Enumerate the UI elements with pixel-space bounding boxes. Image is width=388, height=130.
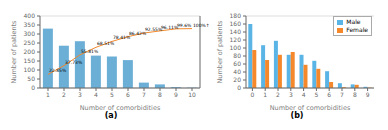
- svg-text:400: 400: [24, 12, 36, 19]
- svg-text:4: 4: [302, 91, 306, 98]
- svg-text:6: 6: [126, 91, 130, 98]
- svg-text:150: 150: [24, 57, 36, 64]
- svg-text:78.41%: 78.41%: [113, 35, 131, 40]
- html-text:Female: Female: [346, 26, 368, 33]
- svg-text:Number of patients: Number of patients: [216, 20, 224, 84]
- svg-text:1: 1: [263, 91, 267, 98]
- svg-text:350: 350: [24, 21, 36, 28]
- svg-text:160: 160: [230, 20, 242, 27]
- svg-text:100: 100: [230, 44, 242, 51]
- svg-text:5: 5: [314, 91, 318, 98]
- svg-text:8: 8: [158, 91, 162, 98]
- svg-text:250: 250: [24, 39, 36, 46]
- svg-text:3: 3: [78, 91, 82, 98]
- svg-text:9: 9: [366, 91, 370, 98]
- html-text:92.55%96.11%: 92.55%96.11%: [145, 24, 179, 32]
- svg-text:7: 7: [340, 91, 344, 98]
- svg-text:2: 2: [276, 91, 280, 98]
- svg-text:300: 300: [24, 30, 36, 37]
- svg-text:0: 0: [250, 91, 254, 98]
- svg-text:60: 60: [233, 60, 241, 67]
- html-text:(a): (a): [104, 111, 118, 120]
- svg-text:180: 180: [230, 12, 242, 19]
- svg-text:100: 100: [24, 66, 36, 73]
- svg-text:99.6%: 99.6%: [177, 23, 192, 28]
- svg-text:9: 9: [174, 91, 178, 98]
- svg-text:100%↑: 100%↑: [193, 23, 210, 28]
- svg-text:68.51%: 68.51%: [97, 41, 115, 46]
- svg-text:120: 120: [230, 36, 242, 43]
- svg-text:0: 0: [237, 84, 241, 91]
- svg-text:6: 6: [327, 91, 331, 98]
- svg-text:200: 200: [24, 48, 36, 55]
- svg-text:140: 140: [230, 28, 242, 35]
- svg-text:0: 0: [31, 84, 35, 91]
- svg-text:40: 40: [233, 68, 241, 75]
- svg-text:20: 20: [233, 76, 241, 83]
- svg-text:86.42%: 86.42%: [129, 30, 147, 36]
- svg-text:80: 80: [233, 52, 241, 59]
- svg-text:1: 1: [46, 91, 50, 98]
- svg-text:Number of comorbidities: Number of comorbidities: [270, 104, 351, 110]
- svg-text:Number of patients: Number of patients: [10, 20, 18, 84]
- svg-text:4: 4: [94, 91, 98, 98]
- svg-text:5: 5: [110, 91, 114, 98]
- svg-text:37.73%: 37.73%: [65, 60, 83, 65]
- html-text:(b): (b): [290, 111, 304, 120]
- svg-text:7: 7: [142, 91, 146, 98]
- svg-text:22.85%: 22.85%: [49, 68, 67, 73]
- svg-text:50: 50: [27, 75, 35, 82]
- svg-text:10: 10: [188, 91, 196, 98]
- svg-text:Number of comorbidities: Number of comorbidities: [80, 104, 161, 110]
- svg-text:2: 2: [62, 91, 66, 98]
- svg-text:3: 3: [289, 91, 293, 98]
- html-text:Male: Male: [346, 18, 361, 25]
- svg-text:55.81%: 55.81%: [81, 49, 99, 54]
- svg-text:8: 8: [353, 91, 357, 98]
